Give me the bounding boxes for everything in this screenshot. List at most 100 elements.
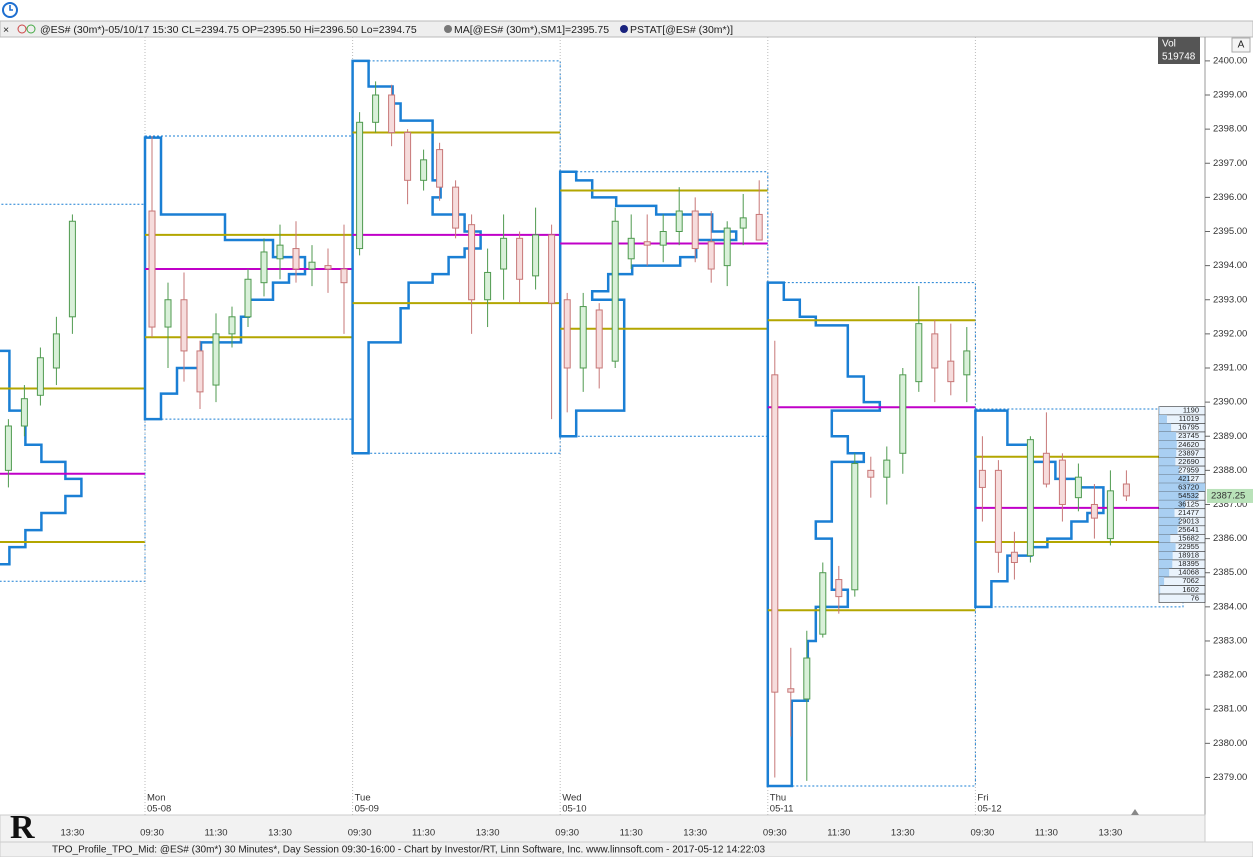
volume-bar bbox=[1159, 449, 1177, 458]
y-tick-label: 2388.00 bbox=[1213, 465, 1247, 476]
date-label: 05-09 bbox=[355, 804, 379, 815]
time-label: 09:30 bbox=[140, 828, 164, 839]
volume-label: 42127 bbox=[1178, 474, 1199, 483]
y-tick-label: 2389.00 bbox=[1213, 431, 1247, 442]
candle-body bbox=[899, 374, 907, 454]
time-label: 09:30 bbox=[971, 828, 995, 839]
y-tick-label: 2379.00 bbox=[1213, 772, 1247, 783]
volume-label: 1602 bbox=[1182, 585, 1199, 594]
volume-bar bbox=[1159, 414, 1167, 424]
icon bbox=[17, 24, 27, 34]
autoscale-label[interactable]: A bbox=[1238, 40, 1245, 51]
day-label: Thu bbox=[770, 793, 786, 804]
y-tick-label: 2397.00 bbox=[1213, 158, 1247, 169]
day-label: Tue bbox=[355, 793, 371, 804]
time-label: 13:30 bbox=[61, 828, 85, 839]
candle-body bbox=[835, 579, 843, 598]
tpo-profile bbox=[351, 59, 482, 455]
y-tick-label: 2385.00 bbox=[1213, 567, 1247, 578]
volume-label: 23897 bbox=[1178, 448, 1199, 457]
day-label: Wed bbox=[562, 793, 581, 804]
candle-body bbox=[36, 357, 44, 396]
time-label: 11:30 bbox=[827, 828, 850, 839]
volume-label: Vol bbox=[1162, 39, 1176, 50]
candle-body bbox=[595, 309, 603, 369]
volume-box bbox=[1158, 37, 1200, 64]
candle-body bbox=[516, 237, 524, 280]
candle-body bbox=[851, 463, 859, 591]
clock-icon[interactable] bbox=[2, 2, 18, 18]
volume-bar bbox=[1159, 500, 1186, 509]
date-label: 05-11 bbox=[770, 804, 794, 815]
candle-body bbox=[212, 333, 220, 386]
time-axis bbox=[0, 814, 1206, 843]
y-tick-label: 2392.00 bbox=[1213, 328, 1247, 339]
candle-body bbox=[500, 237, 508, 270]
autoscale-button[interactable] bbox=[1231, 37, 1251, 53]
y-tick-label: 2394.00 bbox=[1213, 260, 1247, 271]
candle-body bbox=[420, 159, 428, 181]
candle-body bbox=[739, 217, 747, 229]
time-label: 11:30 bbox=[204, 828, 227, 839]
candle-body bbox=[723, 227, 731, 267]
plot-area bbox=[0, 37, 1184, 815]
candle-body bbox=[994, 469, 1002, 553]
volume-bar bbox=[1159, 508, 1175, 518]
candle-body bbox=[484, 271, 492, 301]
volume-label: 63720 bbox=[1178, 482, 1199, 491]
y-tick-label: 2382.00 bbox=[1213, 670, 1247, 681]
candle-body bbox=[963, 350, 971, 376]
volume-bar bbox=[1159, 483, 1205, 492]
candle-body bbox=[404, 132, 412, 181]
last-price-label: 2387.25 bbox=[1211, 490, 1245, 501]
volume-label: 25641 bbox=[1178, 525, 1199, 534]
candle-body bbox=[196, 350, 204, 393]
y-tick-label: 2386.00 bbox=[1213, 533, 1247, 544]
candle-body bbox=[1042, 452, 1050, 485]
volume-bar bbox=[1159, 423, 1172, 432]
candle-body bbox=[1106, 490, 1114, 540]
time-label: 13:30 bbox=[891, 828, 915, 839]
candle-body bbox=[388, 94, 396, 134]
volume-label: 7062 bbox=[1182, 576, 1199, 585]
candle-body bbox=[1122, 483, 1130, 497]
time-label: 11:30 bbox=[620, 828, 643, 839]
time-label: 09:30 bbox=[348, 828, 372, 839]
candle-body bbox=[228, 316, 236, 335]
logo: R bbox=[10, 809, 35, 846]
y-tick-label: 2393.00 bbox=[1213, 294, 1247, 305]
volume-label: 22955 bbox=[1178, 542, 1199, 551]
volume-bar bbox=[1159, 534, 1171, 543]
footer-text: TPO_Profile_TPO_Mid: @ES# (30m*) 30 Minu… bbox=[52, 845, 766, 856]
time-label: 13:30 bbox=[268, 828, 292, 839]
time-label: 09:30 bbox=[763, 828, 787, 839]
volume-label: 1190 bbox=[1183, 406, 1199, 415]
candle-body bbox=[1010, 551, 1018, 563]
volume-label: 18395 bbox=[1178, 559, 1199, 568]
volume-label: 21477 bbox=[1178, 508, 1199, 517]
y-tick-label: 2398.00 bbox=[1213, 124, 1247, 135]
volume-total: 519748 bbox=[1162, 52, 1196, 63]
volume-label: 16795 bbox=[1178, 423, 1199, 432]
icon bbox=[620, 25, 628, 33]
candle-body bbox=[468, 224, 476, 301]
close-button[interactable]: × bbox=[3, 24, 9, 36]
scroll-marker[interactable] bbox=[1131, 809, 1139, 815]
y-tick-label: 2381.00 bbox=[1213, 704, 1247, 715]
day-label: Fri bbox=[977, 793, 988, 804]
volume-label: 22690 bbox=[1178, 457, 1199, 466]
time-label: 13:30 bbox=[1099, 828, 1123, 839]
candle-body bbox=[787, 688, 795, 693]
candle-body bbox=[532, 234, 540, 277]
volume-label: 18918 bbox=[1178, 551, 1199, 560]
date-label: 05-10 bbox=[562, 804, 586, 815]
candle-body bbox=[356, 121, 364, 250]
volume-bar bbox=[1159, 431, 1177, 441]
candle-body bbox=[755, 213, 763, 241]
toolbar bbox=[0, 0, 1253, 21]
volume-bar bbox=[1159, 559, 1173, 569]
candle-body bbox=[675, 210, 683, 233]
candle-body bbox=[978, 469, 986, 488]
icon bbox=[444, 25, 452, 33]
